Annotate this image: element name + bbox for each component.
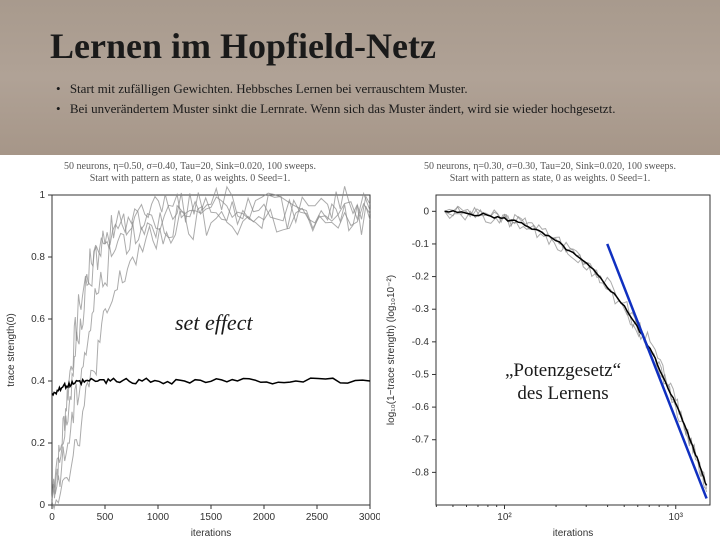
- bullet-list: Start mit zufälligen Gewichten. Hebbsche…: [50, 79, 670, 118]
- bullet-item: Bei unverändertem Muster sinkt die Lernr…: [56, 99, 670, 119]
- svg-text:10³: 10³: [669, 512, 684, 523]
- svg-text:log₁₀(1−trace strength) (log₁: log₁₀(1−trace strength) (log₁₀10⁻²): [386, 275, 397, 425]
- svg-text:-0.2: -0.2: [412, 272, 430, 283]
- svg-text:2500: 2500: [306, 512, 329, 523]
- svg-text:trace strength(0): trace strength(0): [6, 313, 17, 386]
- slide-header: Lernen im Hopfield-Netz Start mit zufäll…: [0, 0, 720, 155]
- svg-text:10²: 10²: [497, 512, 512, 523]
- set-effect-annotation: set effect: [175, 310, 253, 336]
- right-chart: 50 neurons, η=0.30, σ=0.30, Tau=20, Sink…: [380, 155, 720, 540]
- svg-text:-0.5: -0.5: [412, 369, 430, 380]
- svg-text:1500: 1500: [200, 512, 223, 523]
- svg-text:-0.1: -0.1: [412, 239, 430, 250]
- svg-text:0.6: 0.6: [31, 314, 45, 325]
- svg-text:-0.4: -0.4: [412, 337, 430, 348]
- chart-row: 50 neurons, η=0.50, σ=0.40, Tau=20, Sink…: [0, 155, 720, 540]
- bullet-item: Start mit zufälligen Gewichten. Hebbsche…: [56, 79, 670, 99]
- svg-text:-0.6: -0.6: [412, 402, 430, 413]
- left-chart: 50 neurons, η=0.50, σ=0.40, Tau=20, Sink…: [0, 155, 380, 540]
- right-chart-svg: -0.8 -0.7 -0.6 -0.5 -0.4 -0.3 -0.2 -0.1 0 10² 10³ i…: [380, 155, 720, 540]
- svg-text:-0.3: -0.3: [412, 304, 430, 315]
- svg-text:0.4: 0.4: [31, 376, 45, 387]
- svg-text:-0.8: -0.8: [412, 467, 430, 478]
- svg-text:500: 500: [97, 512, 114, 523]
- svg-text:iterations: iterations: [191, 528, 232, 539]
- potenzgesetz-annotation: „Potenzgesetz“des Lernens: [505, 360, 621, 406]
- svg-text:0: 0: [39, 500, 45, 511]
- left-chart-svg: 0 0.2 0.4 0.6 0.8 1 0 500 1000 1500 2000 2500 3000 it…: [0, 155, 380, 540]
- svg-text:2000: 2000: [253, 512, 276, 523]
- svg-text:iterations: iterations: [553, 528, 594, 539]
- svg-text:-0.7: -0.7: [412, 435, 430, 446]
- svg-text:1000: 1000: [147, 512, 170, 523]
- svg-text:1: 1: [39, 190, 45, 201]
- slide-title: Lernen im Hopfield-Netz: [50, 25, 670, 67]
- svg-text:0.2: 0.2: [31, 438, 45, 449]
- svg-text:0.8: 0.8: [31, 252, 45, 263]
- svg-text:0: 0: [423, 206, 429, 217]
- svg-text:3000: 3000: [359, 512, 380, 523]
- svg-text:0: 0: [49, 512, 55, 523]
